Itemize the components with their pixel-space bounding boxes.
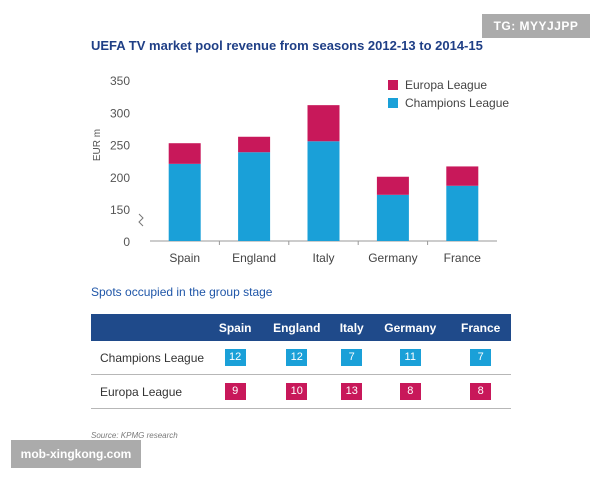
- spots-table: Spain England Italy Germany France Champ…: [91, 314, 511, 409]
- bar-chart: 0 150 200 250 300 350 EUR m Spain England Italy Ge…: [92, 74, 509, 265]
- count-chip: 11: [399, 349, 421, 366]
- y-tick-label: 250: [110, 139, 130, 153]
- y-tick-label: 300: [110, 106, 130, 120]
- bar-europa-league: [446, 166, 479, 186]
- count-chip: 13: [341, 383, 363, 400]
- table-corner-cell: [91, 314, 210, 341]
- count-chip: 8: [399, 383, 421, 400]
- column-header: England: [260, 314, 334, 341]
- x-tick-label: Spain: [169, 251, 200, 265]
- column-header: Italy: [333, 314, 371, 341]
- source-note: Source: KPMG research: [91, 431, 178, 440]
- count-chip: 7: [470, 349, 492, 366]
- legend-label: Europa League: [405, 78, 487, 92]
- bar-europa-league: [307, 105, 340, 142]
- axis-break-icon: [138, 213, 144, 227]
- count-chip: 12: [286, 349, 308, 366]
- count-chip: 8: [470, 383, 492, 400]
- y-axis-label: EUR m: [92, 129, 103, 161]
- column-header: Germany: [370, 314, 451, 341]
- watermark-top: TG: MYYJJPP: [482, 14, 590, 38]
- table-row: Europa League 9 10 13 8 8: [91, 374, 511, 409]
- column-header: France: [450, 314, 511, 341]
- chart-title: UEFA TV market pool revenue from seasons…: [91, 38, 483, 53]
- table-subtitle: Spots occupied in the group stage: [91, 285, 273, 299]
- row-label: Champions League: [91, 341, 210, 375]
- bar-champions-league: [168, 163, 201, 241]
- count-chip: 12: [224, 349, 246, 366]
- legend-swatch: [388, 98, 398, 108]
- table-row: Champions League 12 12 7 11 7: [91, 341, 511, 375]
- y-tick-label: 150: [110, 203, 130, 217]
- x-tick-label: England: [232, 251, 276, 265]
- count-chip: 9: [224, 383, 246, 400]
- y-tick-label: 200: [110, 171, 130, 185]
- y-tick-label: 0: [123, 235, 130, 249]
- bar-europa-league: [168, 143, 201, 164]
- count-chip: 10: [286, 383, 308, 400]
- x-tick-label: Italy: [312, 251, 334, 265]
- y-tick-label: 350: [110, 74, 130, 88]
- table-header-row: Spain England Italy Germany France: [91, 314, 511, 341]
- count-chip: 7: [341, 349, 363, 366]
- bar-champions-league: [376, 194, 409, 241]
- x-tick-label: Germany: [368, 251, 417, 265]
- bar-europa-league: [376, 176, 409, 195]
- bar-champions-league: [307, 141, 340, 241]
- bar-champions-league: [238, 152, 271, 241]
- bar-europa-league: [238, 136, 271, 153]
- legend-swatch: [388, 80, 398, 90]
- row-label: Europa League: [91, 374, 210, 409]
- column-header: Spain: [210, 314, 261, 341]
- x-tick-label: France: [444, 251, 482, 265]
- legend-label: Champions League: [405, 96, 509, 110]
- bar-champions-league: [446, 185, 479, 241]
- watermark-bottom: mob-xingkong.com: [11, 440, 141, 468]
